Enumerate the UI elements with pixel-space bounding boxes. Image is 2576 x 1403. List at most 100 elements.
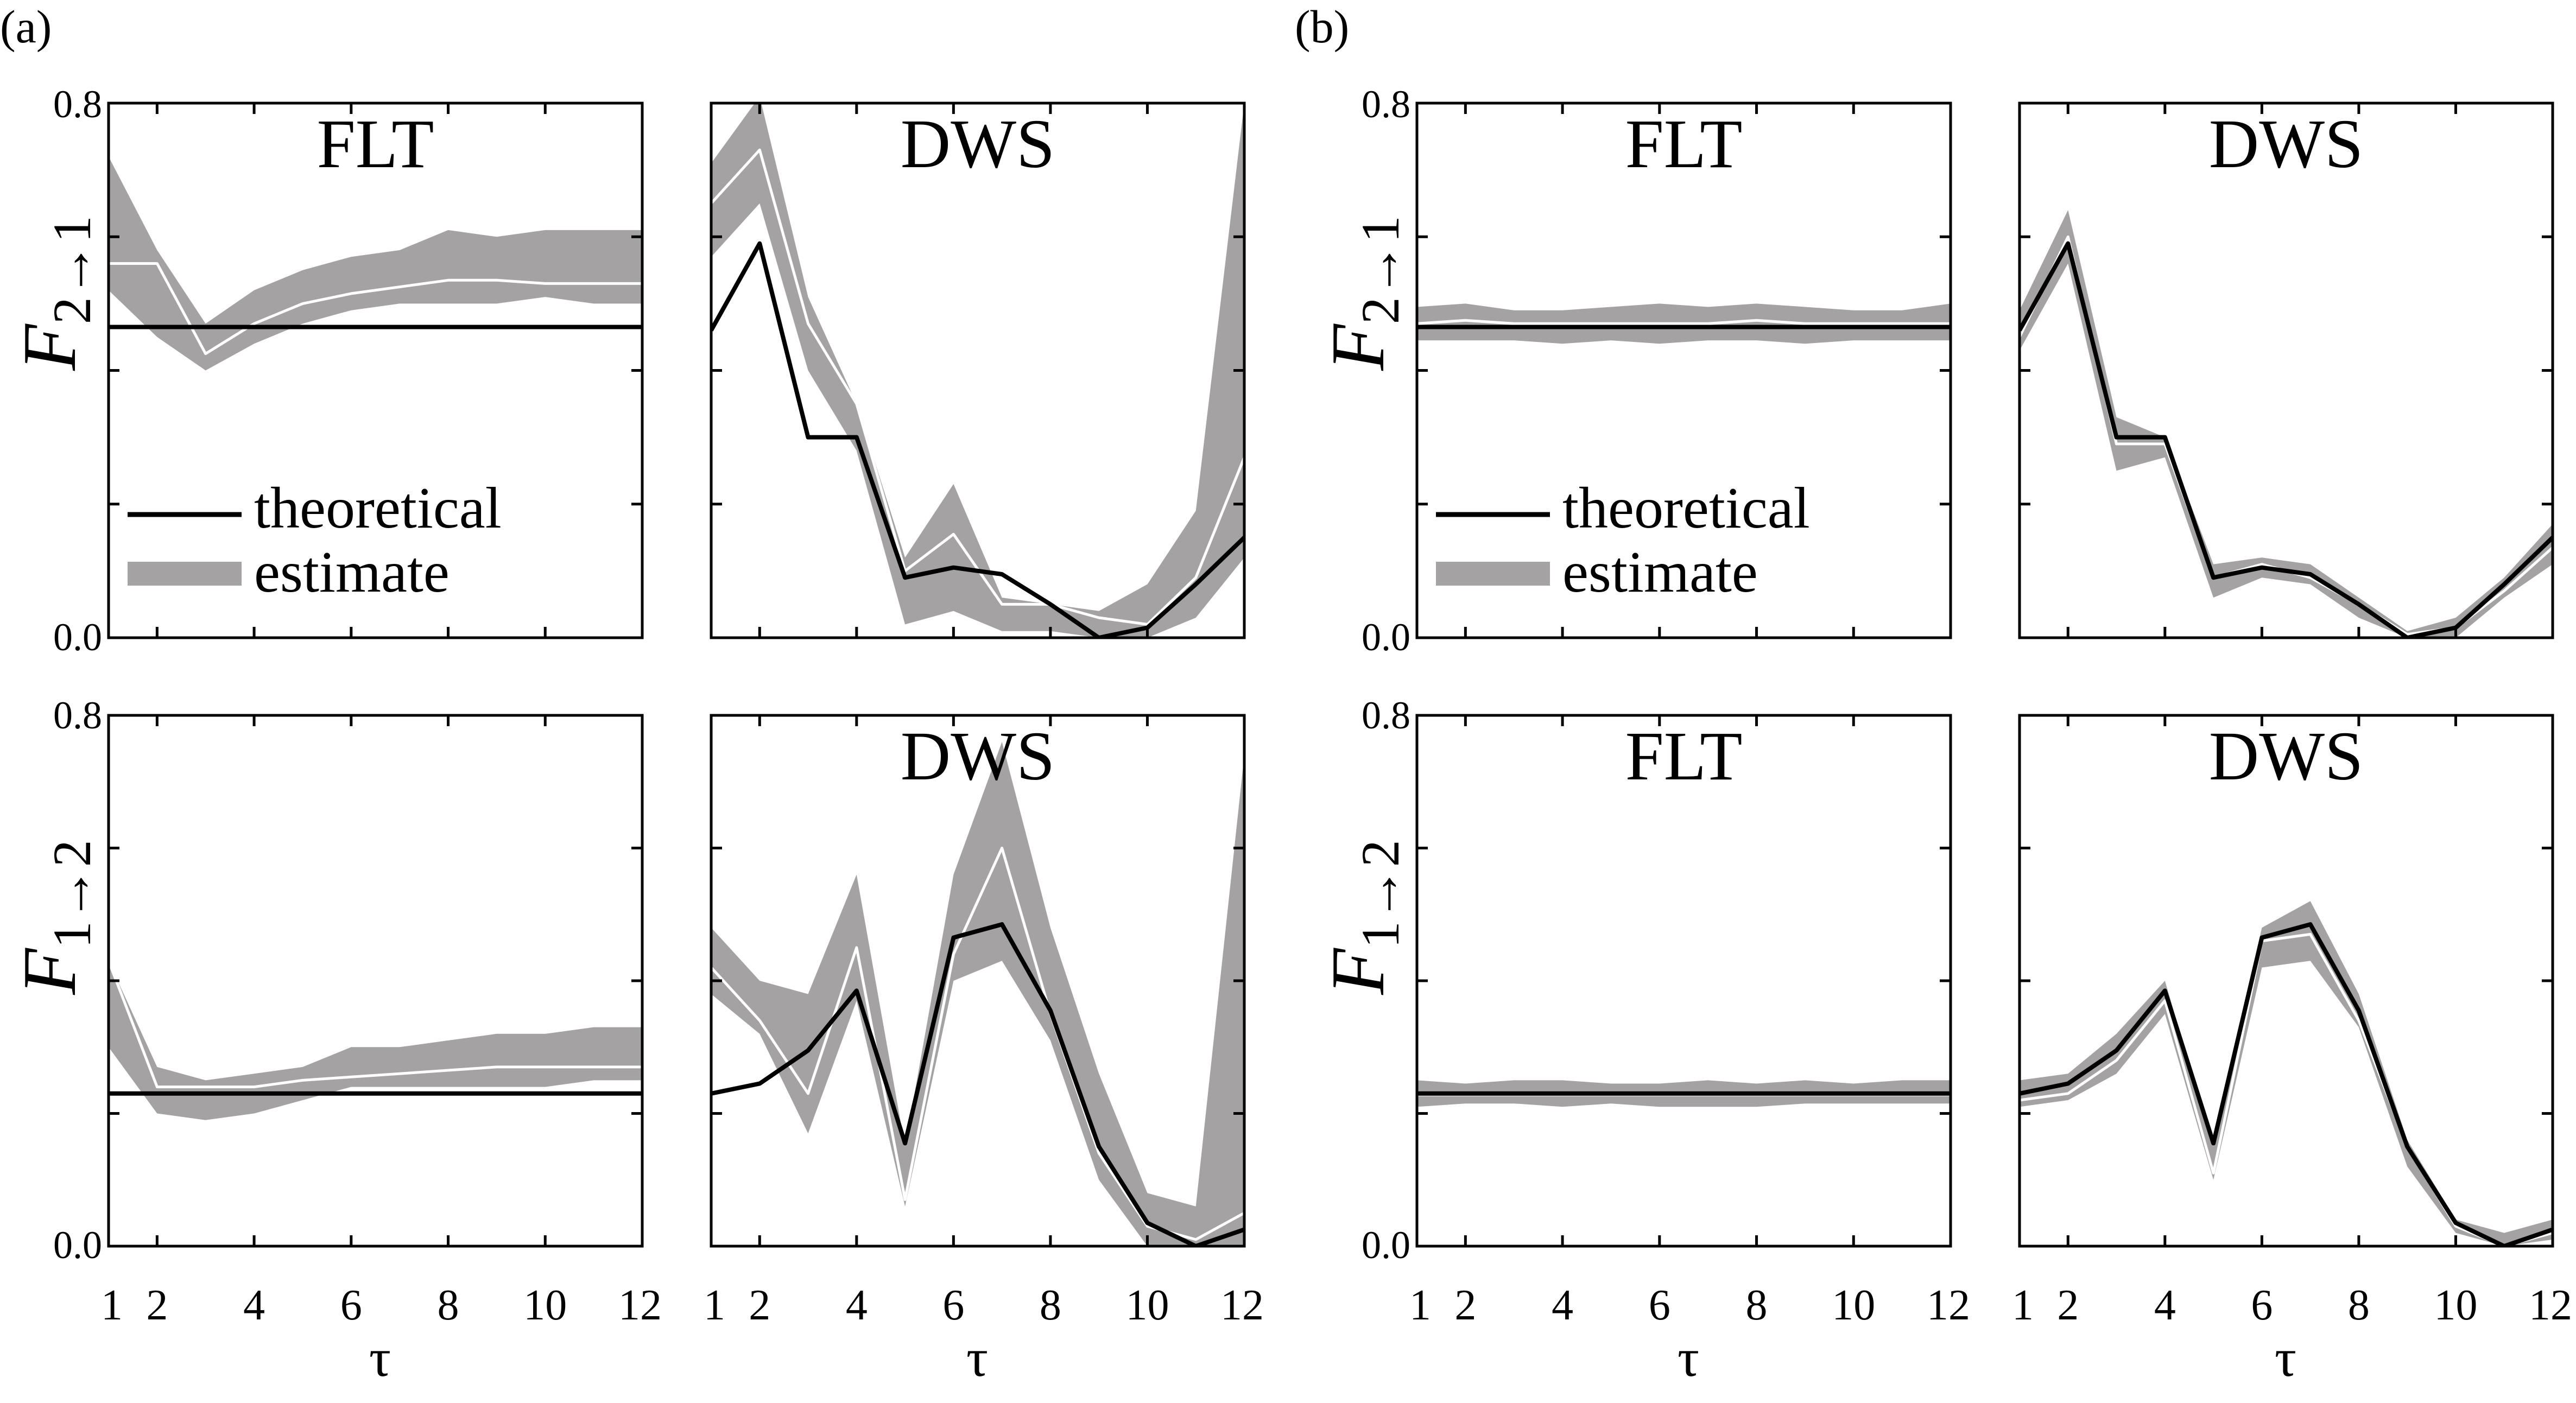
y-tick-label-top-b-min: 0.0 [1362, 615, 1410, 659]
y-title-sub: 2→1 [42, 215, 102, 324]
x-tick-label: 4 [2154, 1281, 2176, 1329]
x-axis-title: τ [966, 1328, 988, 1388]
y-tick-label-bottom-b-min: 0.0 [1362, 1223, 1410, 1267]
panel-title: FLT [1625, 105, 1743, 182]
panel-title: DWS [2209, 718, 2363, 795]
panel-title: DWS [901, 718, 1055, 795]
estimate-band [109, 156, 642, 371]
x-tick-label: 4 [1552, 1281, 1573, 1329]
panel-label-a: (a) [0, 1, 52, 53]
chart-a-bottom-flt: 1 2 4 6 8 10 12 [101, 714, 662, 1329]
x-tick-label: 2 [2057, 1281, 2079, 1329]
theoretical-line [2020, 241, 2553, 638]
x-tick-label: 6 [2251, 1281, 2273, 1329]
y-axis-title-bottom-a: F1→2 [8, 840, 102, 995]
y-tick-label-bottom-a-min: 0.0 [53, 1223, 102, 1267]
estimate-band [2020, 901, 2553, 1246]
plot-area [1417, 1080, 1951, 1107]
y-tick-label-top-a-max: 0.8 [53, 82, 102, 126]
y-title-sub: 1→2 [42, 840, 102, 948]
y-title-sub: 2→1 [1350, 215, 1410, 324]
plot-area [109, 960, 642, 1120]
x-tick-label: 2 [1454, 1281, 1476, 1329]
plot-area [2020, 210, 2553, 638]
y-tick-label-bottom-b-max: 0.8 [1362, 694, 1410, 737]
x-axis-title: τ [1678, 1328, 1699, 1388]
theoretical-line [711, 922, 1244, 1246]
plot-area [2020, 901, 2553, 1246]
y-axis-title-top-a: F2→1 [8, 215, 102, 371]
estimate-band [711, 741, 1244, 1246]
x-tick-label: 6 [340, 1281, 362, 1329]
chart-a-top-flt: FLT [107, 101, 644, 639]
panel-title: DWS [2209, 105, 2363, 182]
panel-title: DWS [901, 105, 1055, 182]
y-title-sub: 1→2 [1350, 840, 1410, 948]
x-tick-label: 1 [704, 1281, 725, 1329]
x-tick-label: 10 [1125, 1281, 1169, 1329]
estimate-band [109, 961, 642, 1120]
plot-area [711, 741, 1244, 1246]
chart-a-top-dws: DWS [710, 101, 1246, 639]
panel-title: FLT [1625, 718, 1743, 795]
x-tick-label: 10 [1832, 1281, 1875, 1329]
x-tick-label: 8 [1746, 1281, 1768, 1329]
x-tick-label: 12 [1927, 1281, 1970, 1329]
x-tick-label: 8 [1040, 1281, 1061, 1329]
estimate-mean-line [109, 960, 642, 1089]
x-axis-title: τ [369, 1328, 391, 1388]
y-title-main: F [1316, 948, 1400, 995]
estimate-mean-line [2020, 932, 2553, 1246]
panel-title: FLT [317, 105, 434, 182]
x-tick-label: 4 [846, 1281, 868, 1329]
panel-label-b: (b) [1295, 1, 1349, 53]
x-tick-label: 6 [1649, 1281, 1670, 1329]
x-tick-label: 1 [101, 1281, 123, 1329]
x-tick-label: 12 [1220, 1281, 1264, 1329]
x-tick-label: 1 [2012, 1281, 2034, 1329]
y-tick-label-top-b-max: 0.8 [1362, 82, 1410, 126]
estimate-mean-line [109, 262, 642, 355]
legend-a: theoretical estimate [128, 476, 502, 605]
y-title-main: F [1316, 323, 1400, 371]
chart-b-bottom-flt: 1 2 4 6 8 10 12 FLT [1409, 714, 1970, 1329]
theoretical-line [711, 241, 1244, 638]
svg-text:F1→2: F1→2 [8, 840, 102, 995]
chart-a-bottom-dws: 1 2 4 6 8 10 12 DWS [704, 714, 1264, 1329]
x-tick-label: 10 [523, 1281, 567, 1329]
y-title-main: F [8, 948, 92, 995]
legend-theoretical-label: theoretical [254, 476, 502, 541]
y-title-main: F [8, 323, 92, 371]
x-tick-label: 8 [438, 1281, 459, 1329]
svg-text:F2→1: F2→1 [8, 215, 102, 371]
estimate-band [711, 103, 1244, 638]
plot-area [109, 156, 642, 371]
legend-estimate-label: estimate [1562, 540, 1758, 605]
chart-b-top-dws: DWS [2018, 101, 2554, 639]
x-tick-label: 1 [1409, 1281, 1431, 1329]
x-tick-label: 4 [243, 1281, 265, 1329]
x-tick-label: 2 [146, 1281, 168, 1329]
x-axis-title: τ [2275, 1328, 2296, 1388]
chart-b-bottom-dws: 1 2 4 6 8 10 12 DWS [2012, 714, 2572, 1329]
x-tick-label: 6 [942, 1281, 964, 1329]
chart-b-top-flt: FLT [1415, 101, 1952, 639]
legend-estimate-label: estimate [254, 540, 450, 605]
y-axis-title-bottom-b: F1→2 [1316, 840, 1410, 995]
svg-text:F2→1: F2→1 [1316, 215, 1410, 371]
svg-text:F1→2: F1→2 [1316, 840, 1410, 995]
x-tick-label: 2 [749, 1281, 770, 1329]
y-tick-label-top-a-min: 0.0 [53, 615, 102, 659]
plot-area [1417, 303, 1951, 344]
theoretical-line [2020, 922, 2553, 1246]
plot-area [711, 103, 1244, 638]
y-tick-label-bottom-a-max: 0.8 [53, 694, 102, 737]
x-tick-label: 8 [2348, 1281, 2370, 1329]
x-tick-label: 12 [618, 1281, 662, 1329]
legend-b: theoretical estimate [1436, 476, 1810, 605]
x-tick-label: 12 [2529, 1281, 2572, 1329]
estimate-mean-line [1417, 319, 1951, 325]
y-axis-title-top-b: F2→1 [1316, 215, 1410, 371]
legend-theoretical-label: theoretical [1562, 476, 1810, 541]
